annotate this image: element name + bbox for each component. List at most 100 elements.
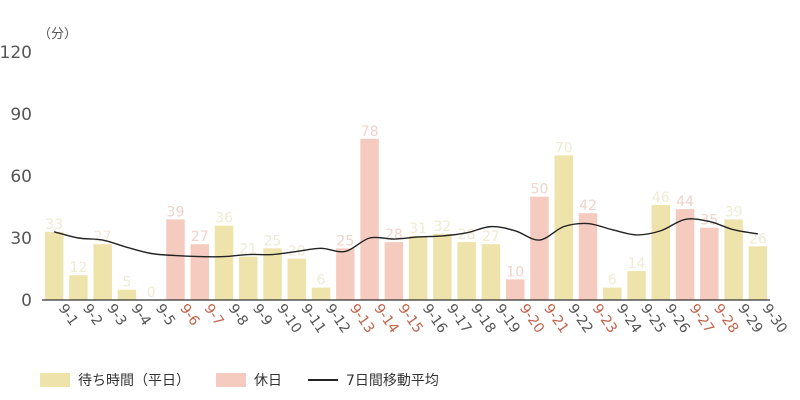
bar-value-label: 70	[555, 140, 573, 156]
x-tick-label: 9-2	[79, 301, 105, 329]
y-tick-label: 0	[21, 291, 32, 311]
legend-swatch-moving-average	[308, 379, 338, 381]
bar	[384, 242, 404, 300]
legend-label-moving-average: 7日間移動平均	[346, 373, 439, 389]
bar-value-label: 6	[608, 273, 617, 289]
y-tick-label: 60	[10, 167, 32, 187]
x-tick-label: 9-16	[419, 301, 450, 336]
bar-value-label: 28	[458, 227, 476, 243]
bar-value-label: 26	[749, 231, 767, 247]
bar	[700, 227, 719, 300]
x-tick-label: 9-5	[152, 301, 178, 329]
bar-value-label: 35	[700, 213, 718, 229]
x-tick-label: 9-10	[273, 301, 304, 336]
x-axis-labels-group: 9-19-29-39-49-59-69-79-89-99-109-119-12 9…	[55, 301, 790, 336]
bar	[505, 279, 525, 300]
bar	[675, 209, 695, 300]
bar-value-label: 25	[264, 233, 282, 249]
x-tick-label: 9-9	[249, 301, 275, 329]
bar-value-label: 32	[433, 219, 451, 235]
bar	[651, 204, 671, 300]
bar-value-label: 12	[69, 260, 87, 276]
legend-item-weekday: 待ち時間（平日）	[40, 370, 190, 390]
bars-group	[44, 138, 768, 300]
bar-value-label: 27	[191, 229, 209, 245]
legend-swatch-weekday	[40, 373, 70, 387]
bar	[263, 248, 282, 300]
bar-value-label: 50	[531, 182, 549, 198]
bar-value-label: 27	[94, 229, 112, 245]
legend-item-holiday: 休日	[216, 370, 282, 390]
y-tick-label: 30	[10, 229, 32, 249]
bar-value-label: 5	[122, 275, 131, 291]
bar-value-label: 0	[147, 285, 156, 301]
y-tick-label: 90	[10, 105, 32, 125]
bar-value-label: 39	[167, 204, 185, 220]
bar-value-label: 25	[336, 233, 354, 249]
bar	[214, 225, 234, 300]
x-tick-label: 9-26	[662, 301, 693, 336]
bar-value-label: 31	[409, 221, 427, 237]
x-tick-label: 9-12	[322, 301, 353, 336]
bar	[481, 244, 501, 300]
bar	[311, 287, 331, 300]
legend-item-moving-average: 7日間移動平均	[308, 370, 439, 390]
x-tick-label: 9-3	[103, 301, 129, 329]
bar	[748, 246, 768, 300]
bar-value-label: 78	[361, 124, 379, 140]
y-tick-label: 120	[0, 43, 32, 63]
bar-value-label: 21	[239, 242, 257, 258]
x-tick-label: 9-7	[200, 301, 226, 329]
bar-value-label: 46	[652, 190, 670, 206]
bar	[287, 258, 307, 300]
legend-label-holiday: 休日	[254, 373, 282, 389]
bar	[336, 248, 355, 300]
x-tick-label: 9-23	[589, 301, 620, 336]
bar	[117, 289, 137, 300]
moving-average-line	[53, 218, 758, 258]
bar	[166, 219, 185, 300]
bar-value-label: 6	[317, 273, 326, 289]
bar-value-label: 27	[482, 229, 500, 245]
x-tick-label: 9-6	[176, 301, 202, 329]
legend: 待ち時間（平日） 休日 7日間移動平均	[40, 370, 465, 390]
x-tick-label: 9-4	[128, 301, 154, 329]
bar-value-label: 42	[579, 198, 597, 214]
x-tick-label: 9-29	[734, 301, 765, 336]
x-tick-label: 9-11	[298, 301, 329, 336]
bar-value-label: 36	[215, 211, 233, 227]
x-tick-label: 9-15	[395, 301, 426, 336]
bar	[603, 287, 622, 300]
bar	[530, 196, 549, 300]
bar-value-label: 10	[506, 264, 524, 280]
x-tick-label: 9-18	[467, 301, 498, 336]
bar-value-label: 33	[45, 217, 63, 233]
x-tick-label: 9-24	[613, 301, 644, 336]
x-tick-label: 9-27	[686, 301, 717, 336]
bar	[239, 256, 258, 300]
bar	[44, 231, 64, 300]
x-tick-label: 9-8	[225, 301, 251, 329]
x-tick-label: 9-22	[564, 301, 595, 336]
bar	[433, 233, 452, 300]
bar	[457, 242, 476, 300]
x-tick-label: 9-17	[443, 301, 474, 336]
bar	[190, 244, 209, 300]
x-tick-label: 9-14	[370, 301, 401, 336]
y-axis-ticks: 0 30 60 90 120	[0, 43, 32, 311]
bar	[724, 219, 743, 300]
y-unit-label: （分）	[38, 27, 77, 42]
bar-value-label: 39	[725, 204, 743, 220]
legend-label-weekday: 待ち時間（平日）	[78, 373, 190, 389]
x-tick-label: 9-21	[540, 301, 571, 336]
bar-value-label: 44	[676, 194, 694, 210]
x-tick-label: 9-1	[55, 301, 81, 329]
x-tick-label: 9-19	[492, 301, 523, 336]
bar	[554, 155, 573, 300]
bar-value-label: 28	[385, 227, 403, 243]
bar	[69, 275, 88, 300]
bar	[578, 213, 598, 300]
bar-value-label: 14	[628, 256, 646, 272]
